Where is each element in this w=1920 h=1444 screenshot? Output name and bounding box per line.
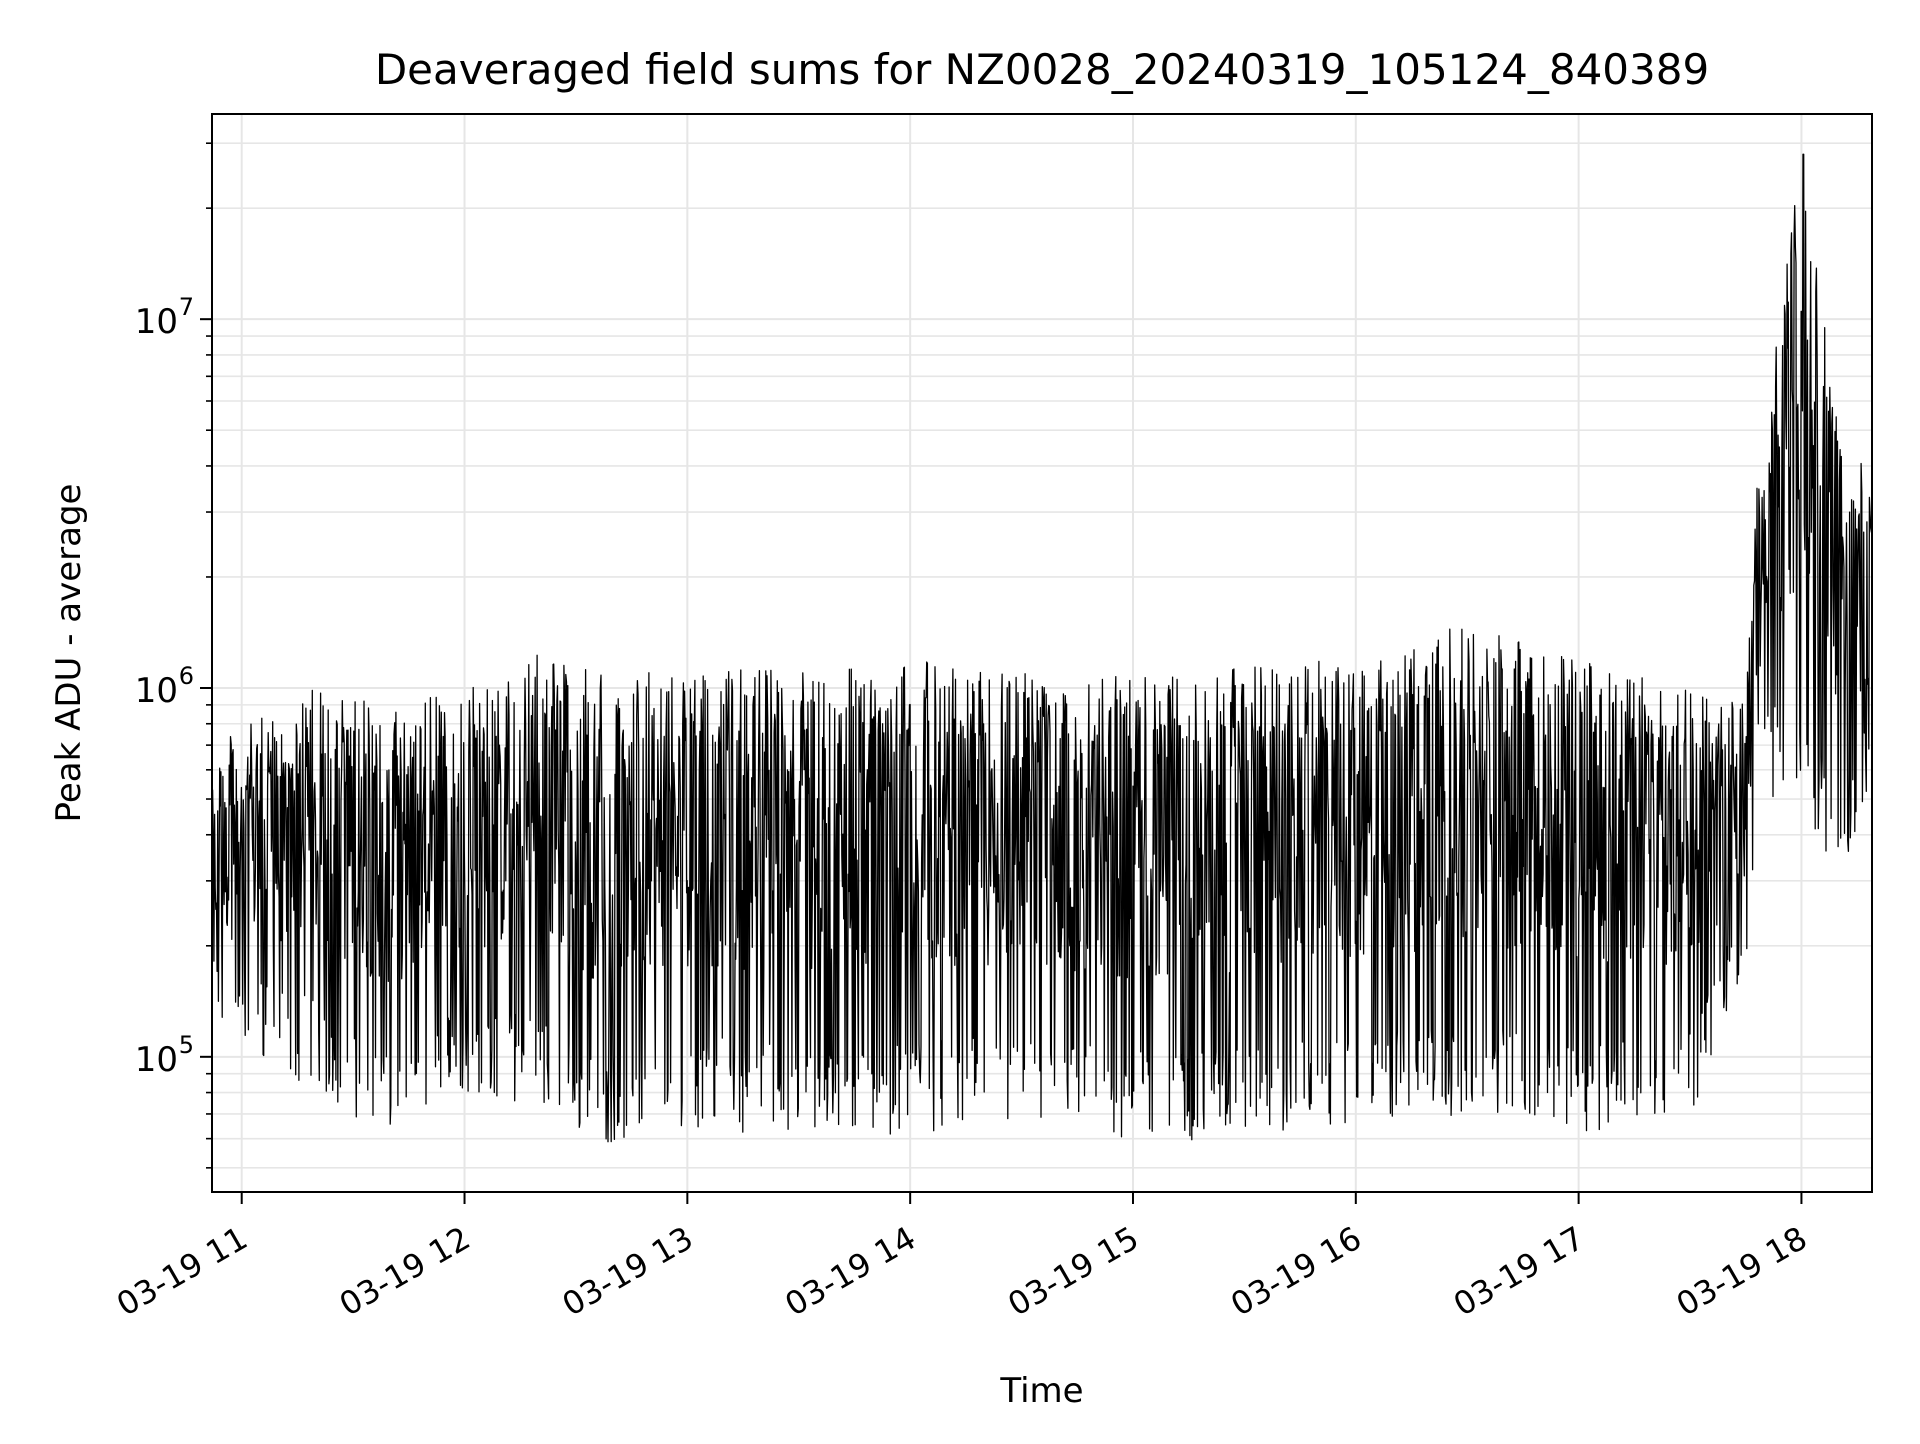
x-tick-label: 03-19 13 [556,1219,700,1324]
x-tick-label: 03-19 18 [1670,1219,1814,1324]
y-tick-label: 10 [135,302,178,342]
x-tick-label: 03-19 11 [110,1219,254,1324]
y-axis-label: Peak ADU - average [49,484,89,823]
x-tick-label: 03-19 12 [333,1219,477,1324]
y-tick-exponent: 5 [179,1031,194,1059]
x-tick-label: 03-19 16 [1224,1219,1368,1324]
plot-frame [211,113,1873,1193]
x-axis-label: Time [999,1371,1083,1411]
y-tick-exponent: 7 [179,293,194,321]
x-tick-label: 03-19 17 [1447,1219,1591,1324]
series-path [212,153,1872,1143]
series-line [212,153,1872,1143]
y-tick-label: 10 [135,671,178,711]
x-tick-label: 03-19 14 [779,1219,923,1324]
chart-title: Deaveraged field sums for NZ0028_2024031… [375,45,1709,94]
y-tick-label: 10 [135,1040,178,1080]
y-tick-exponent: 6 [179,662,194,690]
x-tick-label: 03-19 15 [1001,1219,1145,1324]
